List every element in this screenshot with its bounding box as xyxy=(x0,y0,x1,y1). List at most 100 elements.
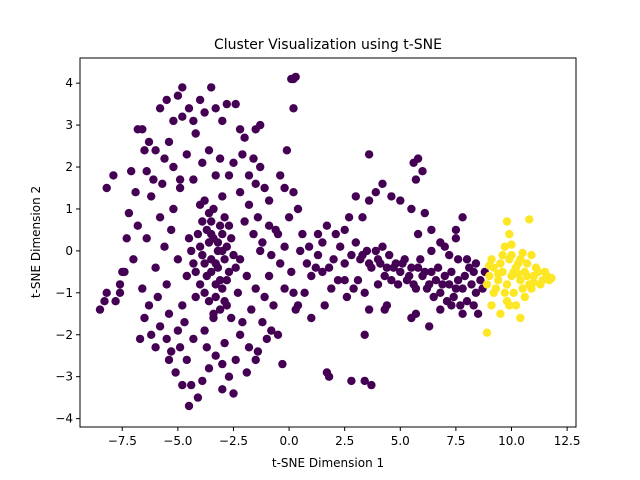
data-point-s1-45 xyxy=(518,248,527,258)
data-point-s0-292 xyxy=(298,229,307,239)
data-point-s0-98 xyxy=(207,83,216,92)
data-point-s0-124 xyxy=(224,171,234,180)
x-axis-label: t-SNE Dimension 1 xyxy=(272,456,384,470)
data-point-s0-181 xyxy=(144,301,154,310)
data-point-s0-54 xyxy=(175,183,185,193)
data-point-s0-81 xyxy=(109,171,118,180)
data-point-s0-168 xyxy=(147,330,156,339)
data-point-s0-104 xyxy=(240,133,249,142)
data-point-s0-32 xyxy=(189,259,198,268)
data-point-s0-26 xyxy=(220,213,229,222)
data-point-s0-250 xyxy=(385,250,394,260)
data-point-s0-178 xyxy=(242,368,251,377)
plot-frame xyxy=(79,57,577,428)
data-point-s1-4 xyxy=(502,280,512,289)
data-point-s0-179 xyxy=(253,347,263,356)
data-point-s0-6 xyxy=(220,255,229,264)
data-point-s0-45 xyxy=(195,200,205,209)
data-point-s0-253 xyxy=(398,259,407,268)
data-point-s1-46 xyxy=(527,250,536,260)
data-point-s0-120 xyxy=(251,179,260,188)
data-point-s0-271 xyxy=(447,301,456,310)
data-point-s0-164 xyxy=(171,368,180,377)
data-point-s0-174 xyxy=(231,355,240,365)
data-point-s0-279 xyxy=(396,196,405,205)
data-point-s0-2 xyxy=(200,259,209,268)
data-point-s1-22 xyxy=(527,284,536,293)
data-point-s0-80 xyxy=(118,267,127,277)
data-point-s0-236 xyxy=(449,292,458,302)
data-point-s0-119 xyxy=(244,171,254,180)
data-point-s0-173 xyxy=(222,301,231,310)
data-point-s0-67 xyxy=(133,221,142,230)
y-tick-label: 1 xyxy=(65,202,73,216)
data-point-s0-102 xyxy=(231,99,240,109)
data-point-s0-169 xyxy=(182,355,191,365)
data-point-s0-132 xyxy=(253,213,263,222)
data-point-s1-47 xyxy=(540,267,550,277)
data-point-s0-59 xyxy=(164,309,174,318)
data-point-s0-245 xyxy=(358,250,367,260)
data-point-s0-255 xyxy=(407,263,416,272)
data-point-s0-62 xyxy=(147,192,156,201)
data-point-s0-154 xyxy=(235,330,245,339)
data-point-s1-26 xyxy=(487,255,496,264)
data-point-s0-139 xyxy=(267,250,276,260)
data-point-s0-188 xyxy=(238,318,247,327)
data-point-s0-146 xyxy=(269,301,278,310)
data-point-s0-112 xyxy=(182,150,191,159)
data-point-s0-272 xyxy=(436,305,445,314)
data-point-s0-177 xyxy=(229,389,238,398)
data-point-s0-53 xyxy=(162,280,171,289)
data-point-s0-125 xyxy=(211,171,220,180)
data-point-s0-106 xyxy=(256,120,265,130)
data-point-s0-186 xyxy=(175,343,185,352)
data-point-s0-58 xyxy=(173,326,183,335)
data-point-s0-232 xyxy=(431,276,441,285)
data-point-s1-33 xyxy=(498,250,507,260)
data-point-s0-148 xyxy=(233,288,243,297)
data-point-s0-320 xyxy=(360,330,369,339)
data-point-s0-238 xyxy=(458,284,467,293)
data-point-s0-33 xyxy=(218,246,227,256)
data-point-s0-101 xyxy=(222,99,231,109)
y-tick-label: −2 xyxy=(55,328,73,342)
data-point-s0-163 xyxy=(178,380,187,390)
data-point-s1-42 xyxy=(487,301,496,310)
data-point-s0-155 xyxy=(244,343,254,352)
data-point-s1-54 xyxy=(529,278,538,287)
data-point-s0-289 xyxy=(322,221,332,230)
data-point-s0-324 xyxy=(360,376,369,386)
data-point-s0-194 xyxy=(271,225,280,235)
data-point-s0-55 xyxy=(169,204,178,214)
data-point-s0-254 xyxy=(402,276,412,285)
data-point-s0-270 xyxy=(458,309,467,318)
data-point-s0-277 xyxy=(420,208,429,218)
data-point-s0-76 xyxy=(115,280,125,289)
data-point-s0-156 xyxy=(251,355,260,365)
data-point-s1-23 xyxy=(531,263,541,272)
data-point-s0-99 xyxy=(211,104,220,113)
data-point-s0-19 xyxy=(193,229,203,239)
data-point-s0-301 xyxy=(353,276,363,285)
data-point-s0-294 xyxy=(327,284,336,293)
data-point-s0-95 xyxy=(189,116,198,126)
data-point-s1-7 xyxy=(516,276,525,285)
data-point-s0-298 xyxy=(300,288,309,297)
data-point-s1-16 xyxy=(500,288,509,297)
data-point-s0-264 xyxy=(447,267,456,277)
data-point-s0-94 xyxy=(184,104,194,113)
data-point-s1-31 xyxy=(507,250,516,260)
y-axis-label: t-SNE Dimension 2 xyxy=(29,186,43,298)
data-point-s0-307 xyxy=(418,167,427,176)
x-tick-label: 0.0 xyxy=(280,434,299,448)
data-point-s1-37 xyxy=(507,240,516,249)
data-point-s0-306 xyxy=(413,154,423,163)
data-point-s0-228 xyxy=(413,263,423,272)
data-point-s0-327 xyxy=(311,263,320,272)
x-tick-label: 2.5 xyxy=(335,434,354,448)
data-point-s0-176 xyxy=(218,385,227,394)
points-layer xyxy=(95,72,556,411)
data-point-s0-111 xyxy=(198,158,207,167)
data-point-s0-162 xyxy=(184,401,194,411)
